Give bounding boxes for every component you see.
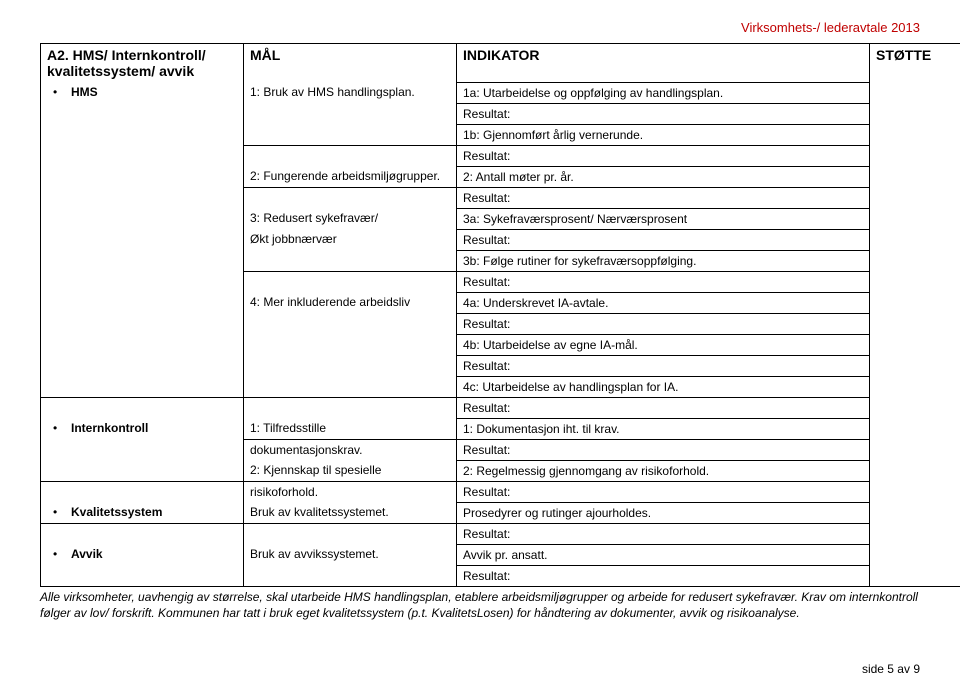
res-2: Resultat: xyxy=(457,187,870,208)
res-3a: Resultat: xyxy=(457,229,870,250)
col3-header: INDIKATOR xyxy=(457,44,870,83)
res-1b: Resultat: xyxy=(457,145,870,166)
res-ks: Resultat: xyxy=(457,523,870,544)
ind-3a: 3a: Sykefraværsprosent/ Nærværsprosent xyxy=(457,208,870,229)
mal-hms2: 2: Fungerende arbeidsmiljøgrupper. xyxy=(244,166,457,187)
main-table: A2. HMS/ Internkontroll/ kvalitetssystem… xyxy=(40,43,960,587)
ind-1a: 1a: Utarbeidelse og oppfølging av handli… xyxy=(457,82,870,103)
mal-ik1a: 1: Tilfredsstille xyxy=(244,418,457,439)
ik-label: Internkontroll xyxy=(71,421,148,435)
bullet-icon: • xyxy=(47,505,71,519)
ind-2: 2: Antall møter pr. år. xyxy=(457,166,870,187)
ind-ik2: 2: Regelmessig gjennomgang av risikoforh… xyxy=(457,460,870,481)
ks-label: Kvalitetssystem xyxy=(71,505,162,519)
mal-ik2b: risikoforhold. xyxy=(244,481,457,502)
mal-hms3a: 3: Redusert sykefravær/ xyxy=(244,208,457,229)
res-4b: Resultat: xyxy=(457,355,870,376)
mal-ik1b: dokumentasjonskrav. xyxy=(244,439,457,460)
ind-1b: 1b: Gjennomført årlig vernerunde. xyxy=(457,124,870,145)
bullet-icon: • xyxy=(47,85,71,99)
mal-ik2a: 2: Kjennskap til spesielle xyxy=(244,460,457,481)
mal-hms4: 4: Mer inkluderende arbeidsliv xyxy=(244,292,457,313)
ind-4a: 4a: Underskrevet IA-avtale. xyxy=(457,292,870,313)
av-bullet-cell: •Avvik xyxy=(41,544,244,565)
footer-note: Alle virksomheter, uavhengig av størrels… xyxy=(40,589,920,623)
res-4a: Resultat: xyxy=(457,313,870,334)
ind-ks: Prosedyrer og rutinger ajourholdes. xyxy=(457,502,870,523)
mal-hms3b: Økt jobbnærvær xyxy=(244,229,457,250)
bullet-icon: • xyxy=(47,547,71,561)
ind-av: Avvik pr. ansatt. xyxy=(457,544,870,565)
ks-bullet-cell: •Kvalitetssystem xyxy=(41,502,244,523)
col1-header: A2. HMS/ Internkontroll/ kvalitetssystem… xyxy=(41,44,244,83)
ik-bullet-cell: •Internkontroll xyxy=(41,418,244,439)
res-3b: Resultat: xyxy=(457,271,870,292)
hms-label: HMS xyxy=(71,85,98,99)
hms-bullet-cell: •HMS xyxy=(41,82,244,103)
ind-4c: 4c: Utarbeidelse av handlingsplan for IA… xyxy=(457,376,870,397)
col2-header: MÅL xyxy=(244,44,457,83)
ind-4b: 4b: Utarbeidelse av egne IA-mål. xyxy=(457,334,870,355)
ind-ik1: 1: Dokumentasjon iht. til krav. xyxy=(457,418,870,439)
col4-header: STØTTE xyxy=(870,44,960,83)
res-4c: Resultat: xyxy=(457,397,870,418)
doc-header: Virksomhets-/ lederavtale 2013 xyxy=(40,20,920,35)
res-ik2: Resultat: xyxy=(457,481,870,502)
mal-av: Bruk av avvikssystemet. xyxy=(244,544,457,565)
res-ik1: Resultat: xyxy=(457,439,870,460)
av-label: Avvik xyxy=(71,547,103,561)
ind-3b: 3b: Følge rutiner for sykefraværsoppfølg… xyxy=(457,250,870,271)
mal-hms1: 1: Bruk av HMS handlingsplan. xyxy=(244,82,457,103)
res-av: Resultat: xyxy=(457,565,870,586)
page-number: side 5 av 9 xyxy=(40,662,920,676)
bullet-icon: • xyxy=(47,421,71,435)
mal-ks: Bruk av kvalitetssystemet. xyxy=(244,502,457,523)
res-1a: Resultat: xyxy=(457,103,870,124)
